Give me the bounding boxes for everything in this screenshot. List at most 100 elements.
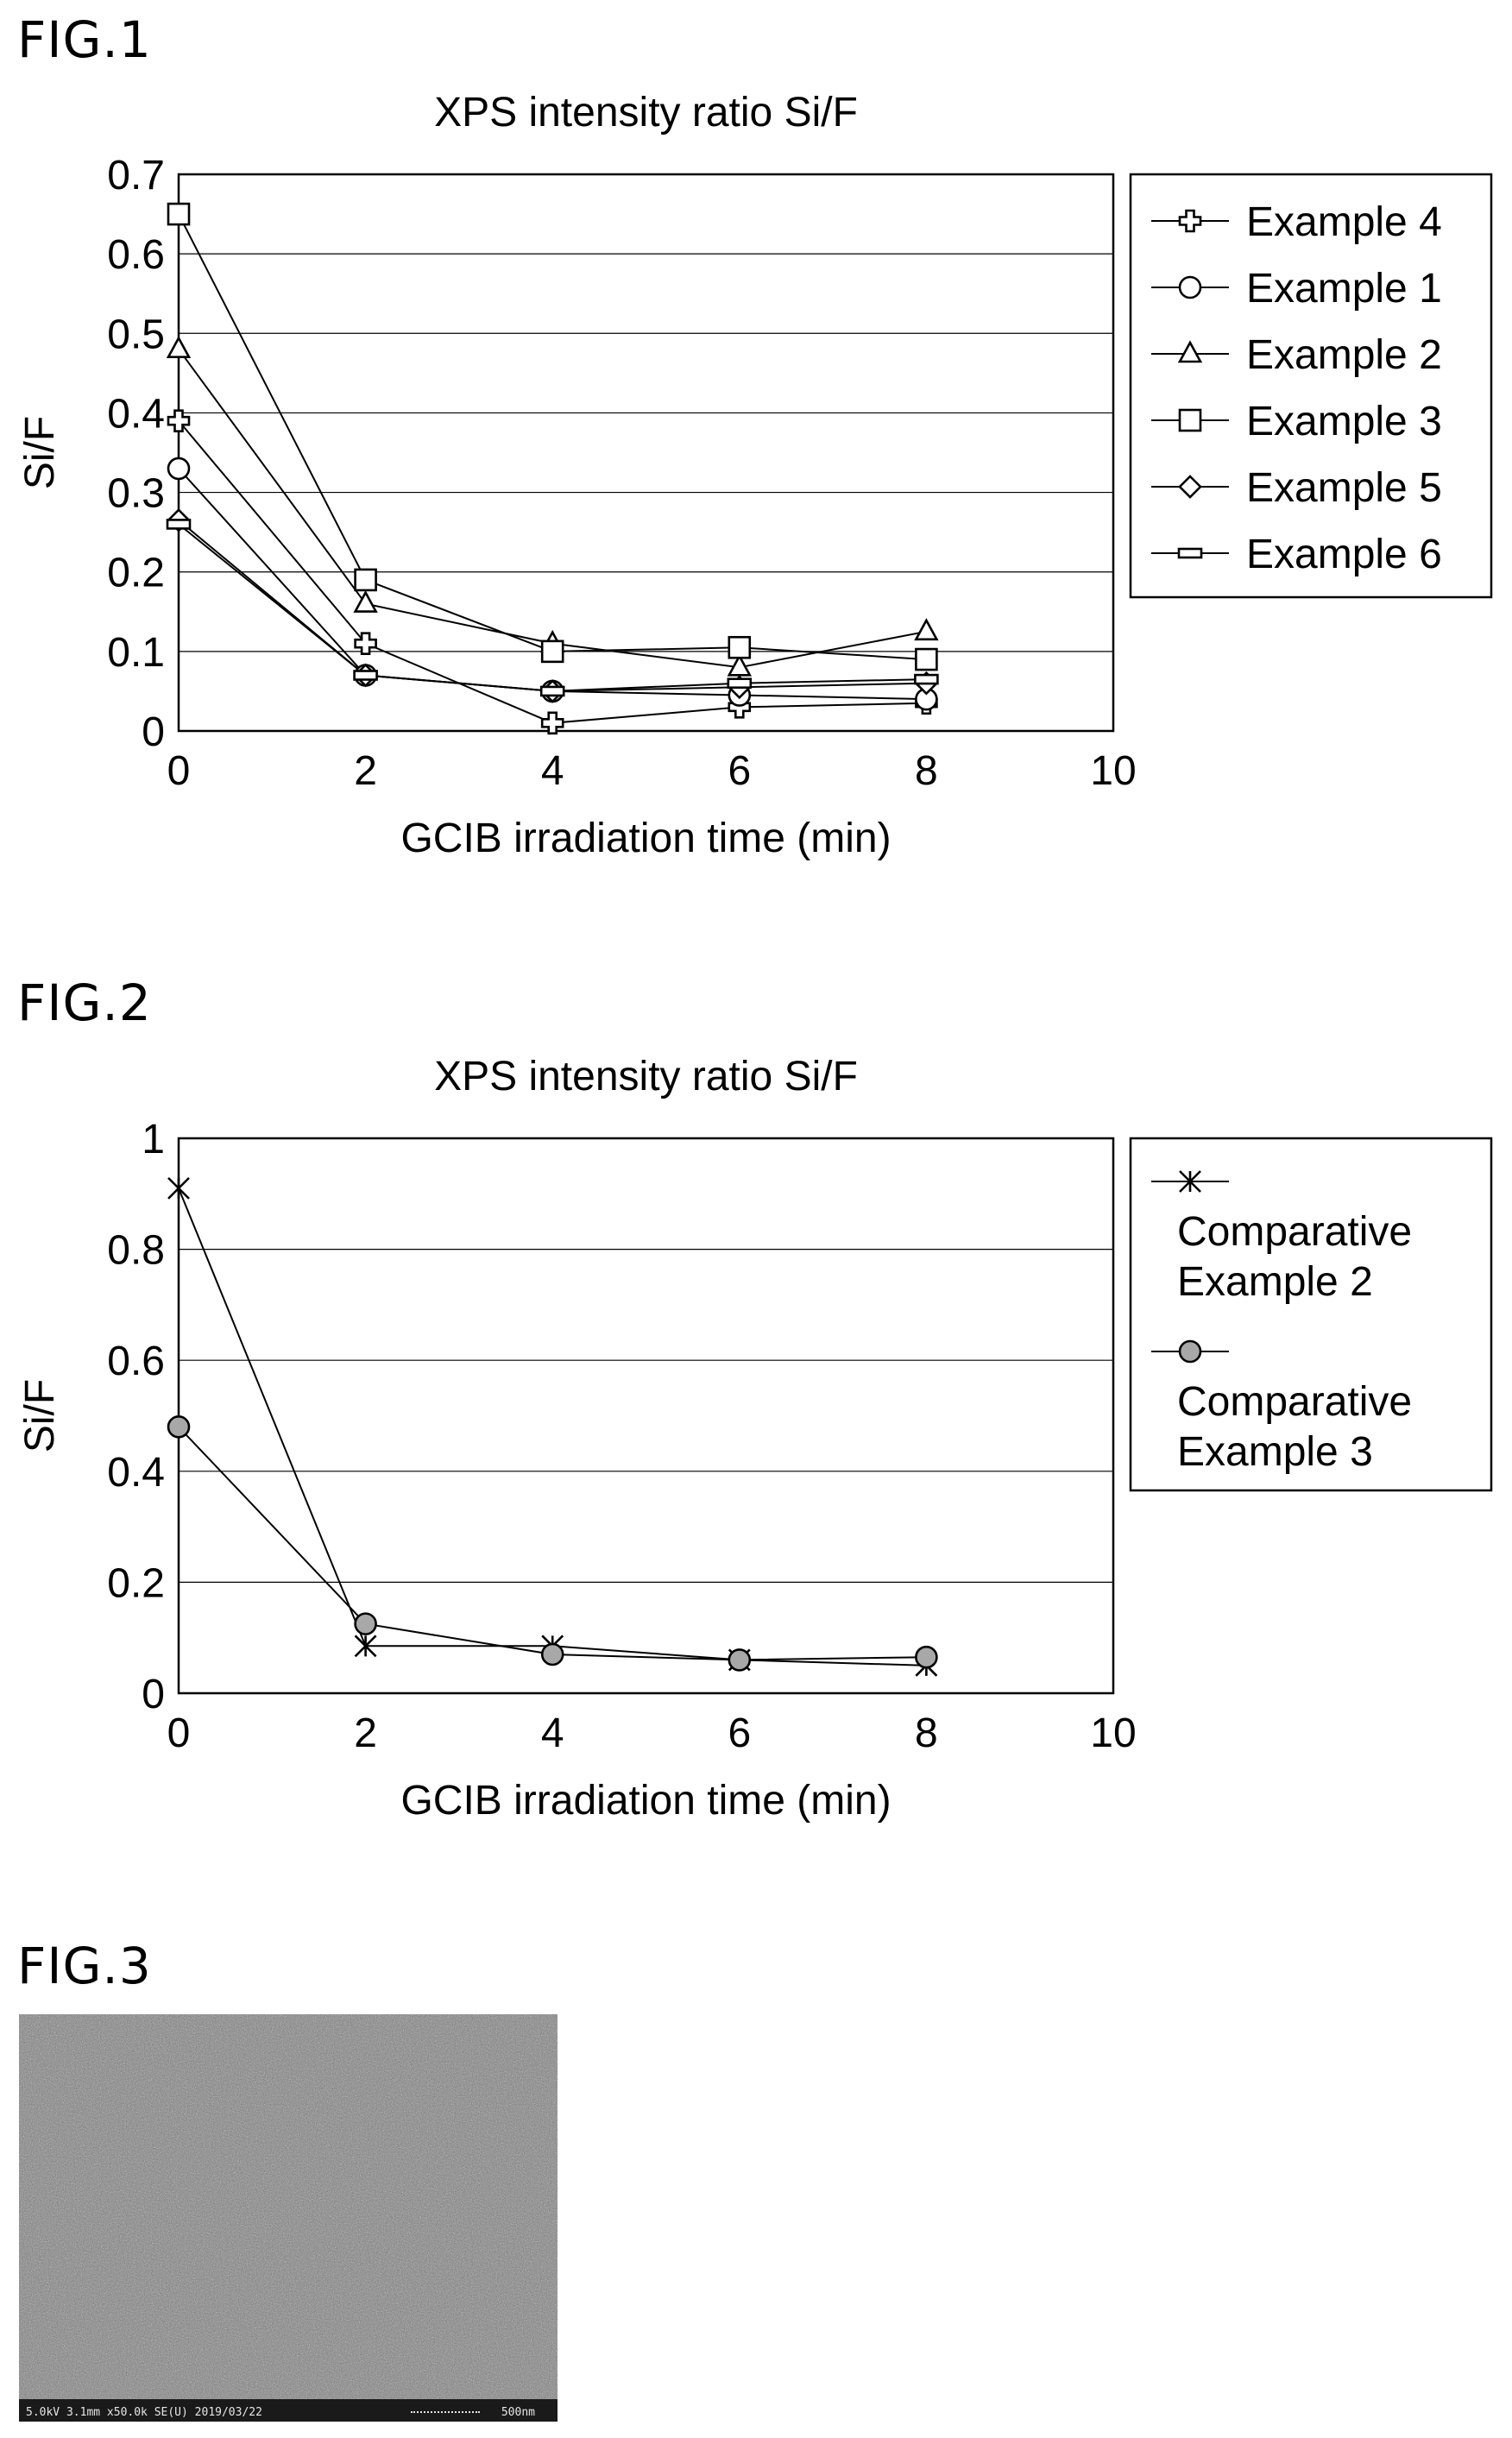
- data-point: [167, 409, 191, 432]
- legend-entry: Example 2: [1151, 332, 1442, 378]
- y-tick-label: 0.2: [107, 1560, 165, 1606]
- data-point: [540, 1642, 564, 1666]
- sem-scale-bar: [411, 2411, 480, 2413]
- legend-entry: Example 6: [1151, 532, 1442, 577]
- legend-marker: [1178, 275, 1202, 299]
- legend-entry: Example 3: [1151, 399, 1442, 444]
- data-point: [167, 457, 191, 481]
- sem-micrograph: 5.0kV 3.1mm x50.0k SE(U) 2019/03/22 500n…: [19, 2014, 558, 2422]
- data-point: [727, 653, 752, 677]
- data-point: [914, 673, 939, 685]
- legend-entry: Example 1: [1151, 266, 1442, 312]
- series-markers: [166, 519, 939, 697]
- y-tick-label: 0.2: [107, 551, 165, 596]
- x-tick-label: 8: [915, 1710, 938, 1756]
- data-point: [354, 632, 377, 655]
- series-markers: [167, 1415, 938, 1672]
- data-point: [354, 1612, 377, 1635]
- y-axis-label: Si/F: [17, 416, 63, 489]
- legend-marker: [1178, 209, 1202, 233]
- legend-label: Example 5: [1246, 465, 1442, 511]
- data-point: [540, 639, 564, 664]
- data-point: [166, 519, 192, 530]
- y-tick-label: 1: [142, 1117, 165, 1162]
- data-point: [914, 618, 939, 641]
- x-tick-label: 0: [167, 748, 191, 794]
- legend-marker: [1178, 408, 1202, 432]
- legend-label: Example 4: [1246, 199, 1442, 245]
- legend-label: Example 6: [1246, 532, 1442, 577]
- data-point: [166, 335, 192, 359]
- legend-label: Example 2: [1177, 1259, 1373, 1305]
- data-point: [915, 647, 938, 671]
- x-tick-label: 8: [915, 748, 938, 794]
- sem-info-text: 5.0kV 3.1mm x50.0k SE(U) 2019/03/22: [26, 2406, 262, 2419]
- data-point: [728, 635, 752, 659]
- data-point: [353, 670, 378, 681]
- x-axis-label: GCIB irradiation time (min): [400, 816, 891, 861]
- y-tick-label: 0.1: [107, 630, 165, 676]
- series-markers: [167, 202, 938, 671]
- data-point: [915, 1645, 938, 1669]
- legend-label: Example 2: [1246, 332, 1442, 378]
- y-tick-label: 0.6: [107, 1339, 165, 1384]
- sem-info-bar: 5.0kV 3.1mm x50.0k SE(U) 2019/03/22 500n…: [19, 2399, 558, 2422]
- y-tick-label: 0.3: [107, 471, 165, 517]
- y-tick-label: 0.6: [107, 232, 165, 278]
- legend-label: Comparative: [1177, 1379, 1412, 1425]
- y-tick-label: 0.7: [107, 153, 165, 198]
- y-tick-label: 0.8: [107, 1228, 165, 1274]
- data-point: [354, 1635, 377, 1658]
- legend-box: [1129, 1137, 1493, 1492]
- legend-box: [1129, 173, 1493, 599]
- chart-2: XPS intensity ratio Si/F00.20.40.60.810 2…: [17, 1054, 1493, 1824]
- chart-title: XPS intensity ratio Si/F: [434, 90, 858, 135]
- y-tick-label: 0: [142, 1672, 165, 1717]
- legend-label: Comparative: [1177, 1209, 1412, 1255]
- data-point: [727, 677, 753, 690]
- figure-3-label: FIG.3: [17, 1937, 152, 1995]
- x-tick-label: 2: [354, 1710, 377, 1756]
- y-axis-label: Si/F: [17, 1379, 63, 1452]
- legend-label: Example 3: [1246, 399, 1442, 444]
- legend-label: Example 1: [1246, 266, 1442, 312]
- figure-2-label: FIG.2: [17, 973, 152, 1032]
- x-tick-label: 10: [1090, 748, 1136, 794]
- chart-1: XPS intensity ratio Si/F 0 0.1 0.2 0.3 0.4 0.5…: [17, 90, 1493, 861]
- x-axis-label: GCIB irradiation time (min): [400, 1778, 891, 1824]
- x-tick-label: 4: [541, 748, 564, 794]
- sem-texture: [19, 2014, 558, 2422]
- y-tick-label: 0.5: [107, 312, 165, 357]
- legend-marker: [1177, 547, 1203, 559]
- data-point: [167, 1415, 191, 1439]
- data-point: [354, 568, 377, 592]
- data-point: [540, 711, 564, 735]
- data-point: [728, 1648, 752, 1672]
- legend-marker: [1179, 1170, 1201, 1193]
- legend-marker: [1178, 475, 1202, 499]
- x-tick-label: 6: [728, 1710, 751, 1756]
- plot-area: [177, 1137, 1115, 1695]
- figure-1-label: FIG.1: [17, 10, 152, 69]
- data-point: [167, 1176, 190, 1200]
- x-tick-label: 0: [167, 1710, 191, 1756]
- y-tick-label: 0.4: [107, 1450, 165, 1496]
- y-tick-label: 0.4: [107, 391, 165, 437]
- data-point: [539, 685, 565, 697]
- data-point: [167, 202, 191, 226]
- y-tick-label: 0: [142, 709, 165, 755]
- sem-scale-text: 500nm: [501, 2406, 535, 2419]
- legend-label: Example 3: [1177, 1429, 1373, 1475]
- x-tick-label: 6: [728, 748, 751, 794]
- x-tick-label: 4: [541, 1710, 564, 1756]
- data-point: [353, 589, 378, 613]
- x-tick-label: 2: [354, 748, 377, 794]
- chart-title: XPS intensity ratio Si/F: [434, 1054, 858, 1099]
- legend-marker: [1177, 340, 1203, 363]
- legend-entry: Example 4: [1151, 199, 1442, 245]
- legend-marker: [1178, 1339, 1202, 1364]
- legend-entry: Example 5: [1151, 465, 1442, 511]
- x-tick-label: 10: [1090, 1710, 1136, 1756]
